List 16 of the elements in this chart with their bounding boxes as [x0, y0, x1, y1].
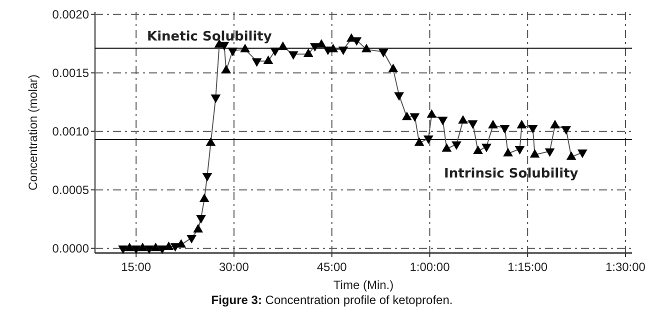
caption: Figure 3: Concentration profile of ketoprofen. — [211, 293, 453, 307]
x-tick-label: 1:15:00 — [508, 260, 548, 274]
x-tick-label: 15:00 — [121, 260, 152, 274]
y-tick-label: 0.0015 — [52, 66, 90, 80]
x-axis-title: Time (Min.) — [333, 278, 394, 292]
ref-line-label: Kinetic Solubility — [147, 29, 272, 44]
x-tick-label: 1:00:00 — [410, 260, 450, 274]
x-tick-label: 45:00 — [316, 260, 348, 274]
x-tick-label: 1:30:00 — [605, 260, 646, 274]
x-tick-label: 30:00 — [218, 260, 250, 274]
ref-line-label: Intrinsic Solubility — [444, 166, 579, 182]
y-axis-title: Concentration (molar) — [26, 74, 40, 191]
y-tick-label: 0.0020 — [52, 8, 90, 22]
y-tick-label: 0.0010 — [52, 124, 90, 139]
y-tick-label: 0.0000 — [52, 242, 90, 256]
y-tick-label: 0.0005 — [52, 183, 90, 198]
